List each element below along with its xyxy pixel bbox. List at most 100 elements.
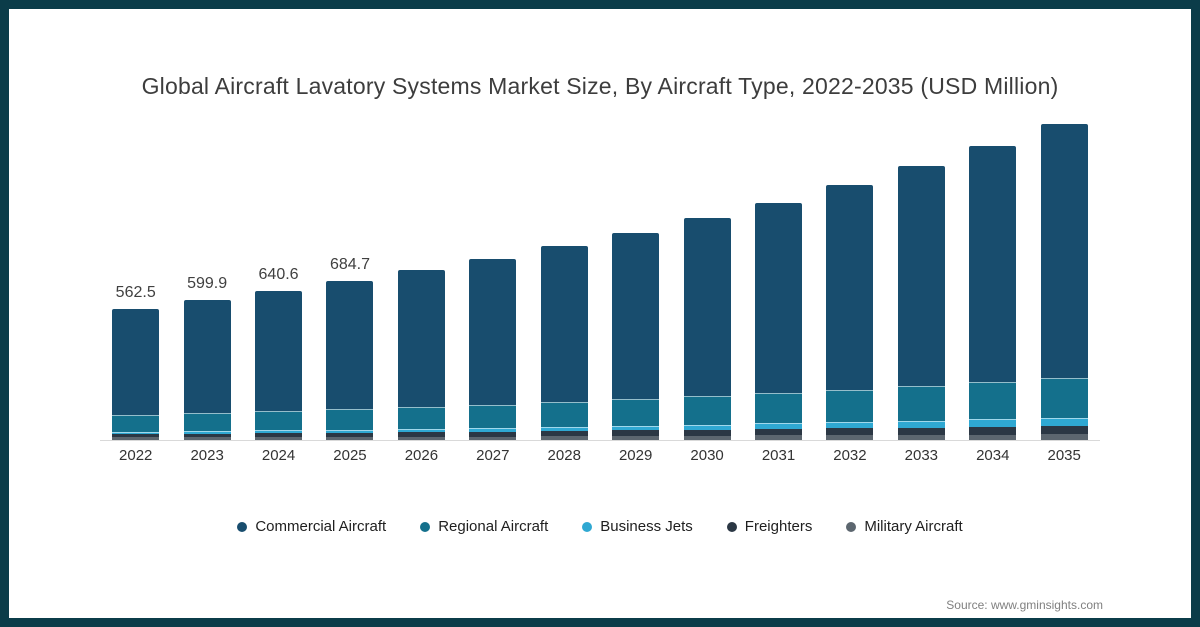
bar-2025: 684.7	[326, 256, 374, 440]
legend-dot-icon	[582, 521, 593, 532]
x-axis: 2022 2023 2024 2025 2026 2027 2028 2029 2030 2031…	[100, 447, 1100, 464]
segment-freighters	[969, 426, 1017, 435]
legend-dot-icon	[420, 521, 431, 532]
segment-military-aircraft	[683, 435, 731, 440]
bar-2029	[612, 232, 660, 440]
x-tick-2030: 2030	[690, 447, 724, 464]
segment-military-aircraft	[255, 437, 303, 440]
legend-dot-icon	[846, 521, 857, 532]
segment-freighters	[755, 429, 802, 436]
legend-label: Regional Aircraft	[438, 518, 549, 535]
segment-business-jets	[1040, 418, 1088, 427]
segment-freighters	[326, 432, 374, 437]
segment-freighters	[112, 434, 160, 438]
segment-business-jets	[897, 420, 945, 428]
segment-commercial-aircraft	[112, 309, 160, 415]
segment-regional-aircraft	[540, 401, 588, 427]
segment-business-jets	[540, 426, 588, 431]
segment-commercial-aircraft	[183, 300, 231, 414]
segment-commercial-aircraft	[469, 258, 517, 405]
bar-2022: 562.5	[112, 284, 160, 440]
segment-commercial-aircraft	[255, 290, 303, 412]
bar-2024: 640.6	[255, 266, 303, 440]
bar-2035	[1040, 124, 1088, 440]
x-tick-2032: 2032	[833, 447, 867, 464]
bar-2031	[755, 202, 802, 440]
segment-commercial-aircraft	[969, 146, 1017, 383]
legend-item-military-aircraft: Military Aircraft	[846, 518, 963, 535]
segment-military-aircraft	[1040, 434, 1088, 440]
segment-regional-aircraft	[183, 413, 231, 431]
bar-2026	[397, 270, 445, 440]
legend-item-business-jets: Business Jets	[582, 518, 693, 535]
x-tick-2023: 2023	[190, 447, 224, 464]
x-tick-2025: 2025	[333, 447, 367, 464]
segment-freighters	[683, 429, 731, 436]
segment-military-aircraft	[540, 435, 588, 440]
segment-military-aircraft	[112, 437, 160, 440]
segment-regional-aircraft	[255, 411, 303, 431]
segment-business-jets	[397, 428, 445, 433]
legend-dot-icon	[726, 521, 737, 532]
x-tick-2026: 2026	[404, 447, 439, 464]
bar-2028	[540, 246, 588, 440]
segment-freighters	[397, 432, 445, 437]
segment-freighters	[255, 433, 303, 438]
x-tick-2022: 2022	[119, 447, 153, 464]
segment-regional-aircraft	[897, 386, 945, 421]
segment-business-jets	[183, 430, 231, 434]
plot-area: 562.5 599.9 640.6 684.7	[100, 117, 1100, 441]
segment-commercial-aircraft	[683, 218, 731, 397]
segment-commercial-aircraft	[755, 202, 802, 394]
segment-military-aircraft	[826, 434, 874, 440]
segment-regional-aircraft	[112, 414, 160, 432]
segment-freighters	[183, 433, 231, 438]
segment-military-aircraft	[897, 434, 945, 440]
segment-commercial-aircraft	[897, 166, 945, 387]
segment-regional-aircraft	[469, 404, 517, 428]
segment-military-aircraft	[969, 434, 1017, 440]
segment-regional-aircraft	[826, 389, 874, 423]
segment-business-jets	[112, 431, 160, 434]
x-tick-2035: 2035	[1047, 447, 1081, 464]
x-tick-2033: 2033	[904, 447, 939, 464]
x-tick-2034: 2034	[976, 447, 1010, 464]
legend-label: Business Jets	[600, 518, 693, 535]
segment-business-jets	[683, 424, 731, 430]
bar-value-label: 684.7	[329, 255, 370, 273]
legend-item-regional-aircraft: Regional Aircraft	[420, 518, 548, 535]
segment-business-jets	[612, 425, 660, 431]
segment-regional-aircraft	[397, 407, 445, 429]
segment-military-aircraft	[183, 437, 231, 440]
x-tick-2027: 2027	[476, 447, 510, 464]
bar-2034	[969, 146, 1017, 440]
source-text: Source: www.gminsights.com	[946, 598, 1103, 612]
x-tick-2031: 2031	[761, 447, 796, 464]
bar-value-label: 599.9	[187, 275, 228, 293]
segment-commercial-aircraft	[612, 232, 660, 400]
chart-canvas: Global Aircraft Lavatory Systems Market …	[9, 9, 1191, 618]
segment-regional-aircraft	[755, 393, 802, 424]
legend-item-freighters: Freighters	[726, 518, 813, 535]
segment-business-jets	[826, 422, 874, 429]
bar-2032	[826, 185, 874, 440]
segment-commercial-aircraft	[397, 270, 445, 408]
segment-freighters	[469, 431, 517, 437]
segment-regional-aircraft	[326, 409, 374, 430]
segment-business-jets	[755, 423, 802, 430]
segment-business-jets	[255, 430, 303, 434]
legend-label: Freighters	[744, 518, 813, 535]
segment-business-jets	[969, 419, 1017, 427]
segment-freighters	[1040, 426, 1088, 435]
segment-military-aircraft	[469, 436, 517, 440]
chart-title: Global Aircraft Lavatory Systems Market …	[141, 73, 1059, 99]
bar-value-label: 640.6	[258, 265, 299, 283]
segment-freighters	[540, 430, 588, 436]
segment-freighters	[826, 428, 874, 435]
segment-commercial-aircraft	[326, 280, 374, 410]
segment-freighters	[612, 430, 660, 436]
segment-regional-aircraft	[1040, 378, 1088, 419]
segment-commercial-aircraft	[1040, 124, 1088, 379]
legend: Commercial Aircraft Regional Aircraft Busi…	[9, 518, 1191, 535]
